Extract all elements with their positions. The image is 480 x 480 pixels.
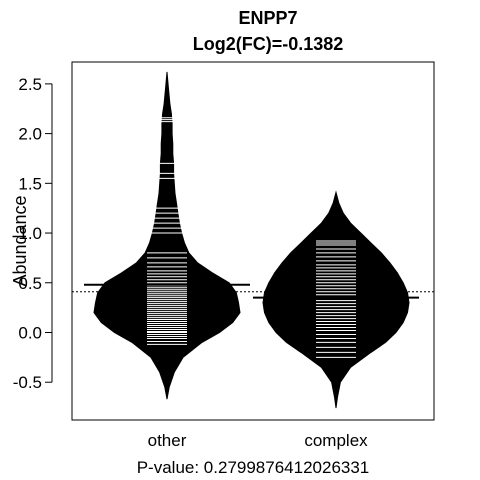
p-value-label: P-value: 0.2799876412026331 xyxy=(137,458,370,477)
chart-title: ENPP7 xyxy=(238,8,297,28)
y-tick-label: 2.0 xyxy=(18,125,42,144)
y-tick-label: -0.5 xyxy=(13,373,42,392)
y-tick-label: 1.0 xyxy=(18,224,42,243)
x-axis: other complex xyxy=(148,431,369,450)
y-tick-label: 1.5 xyxy=(18,174,42,193)
y-axis: -0.5 0.0 0.5 1.0 1.5 2.0 2.5 xyxy=(13,75,53,392)
y-axis-label: Abundance xyxy=(10,195,30,286)
y-tick-label: 2.5 xyxy=(18,75,42,94)
x-tick-label-other: other xyxy=(148,431,187,450)
bean-shape-other xyxy=(93,71,241,400)
y-tick-label: 0.5 xyxy=(18,274,42,293)
x-tick-label-complex: complex xyxy=(304,431,368,450)
y-tick-label: 0.0 xyxy=(18,323,42,342)
chart-subtitle: Log2(FC)=-0.1382 xyxy=(193,34,344,54)
plot-frame xyxy=(71,61,435,421)
beans xyxy=(72,71,434,409)
